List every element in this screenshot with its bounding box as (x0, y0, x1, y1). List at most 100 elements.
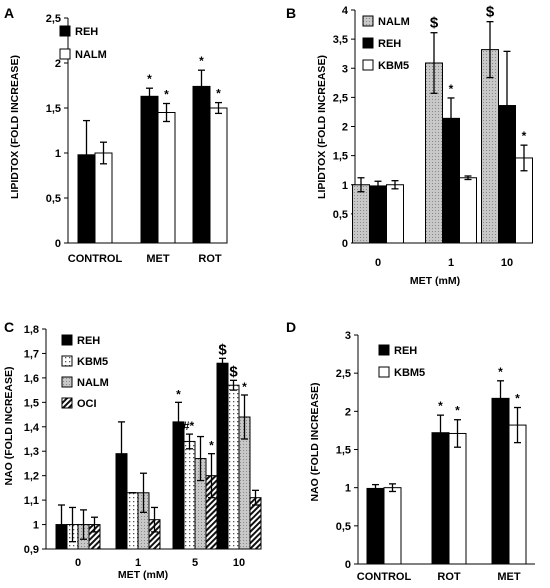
panel-c-category-label: 10 (233, 557, 245, 569)
panel-a-y-tick-label: 0,5 (46, 193, 61, 205)
panel-d-category-label: CONTROL (357, 571, 412, 583)
panel-letter-b: B (286, 5, 296, 21)
panel-c-significance-mark: * (209, 439, 214, 453)
panel-b-legend-label: KBM5 (378, 60, 409, 72)
panel-c-bar-kbm5 (126, 492, 139, 550)
panel-b-y-tick-label: 1,5 (333, 151, 348, 163)
panel-b-significance-mark: $ (430, 15, 439, 32)
panel-d-category-label: MET (497, 571, 521, 583)
ylabel-d: NAO (FOLD INCREASE) (309, 383, 321, 502)
xlabel-c: MET (mM) (118, 569, 168, 581)
panel-letter-d: D (286, 319, 296, 335)
panel-b-category-label: 10 (501, 257, 513, 269)
panel-c-chart: C NAO (FOLD INCREASE) MET (mM) 0,9 1 1,1 1,… (3, 319, 262, 581)
panel-a-bar-reh (140, 95, 159, 244)
panel-c-category-label: 5 (192, 557, 198, 569)
panel-c-category-label: 1 (135, 557, 141, 569)
panel-d-y-tick-label: 3 (345, 330, 351, 342)
panel-d-y-tick-label: 0 (345, 559, 351, 571)
panel-a-legend-swatch (59, 48, 71, 60)
panel-c-significance-mark: * (176, 387, 181, 401)
panel-c-significance-mark: * (242, 380, 247, 394)
panel-a-bar-nalm (94, 152, 113, 244)
panel-b-legend-swatch (362, 59, 374, 71)
panel-c-bar-kbm5 (183, 440, 196, 550)
panel-c-y-tick-label: 1,1 (24, 495, 39, 507)
ylabel-c: NAO (FOLD INCREASE) (3, 367, 15, 486)
panel-a-y-tick-label: 1,5 (46, 103, 61, 115)
panel-d-bar-kbm5 (448, 432, 467, 565)
panel-c-y-tick-label: 0,9 (24, 544, 39, 556)
panel-letter-a: A (4, 5, 14, 21)
panel-b-y-tick-label: 3,5 (333, 34, 348, 46)
panel-a-y-tick-label: 2 (55, 58, 61, 70)
ylabel-b: LIPIDTOX (FOLD INCREASE) (316, 55, 328, 199)
panel-d-significance-mark: * (498, 365, 503, 379)
panel-a-legend-swatch (59, 25, 71, 37)
panel-a-bar-reh (192, 85, 211, 244)
ylabel-a: LIPIDTOX (FOLD INCREASE) (9, 55, 21, 199)
panel-b-category-label: 0 (375, 257, 381, 269)
panel-d-significance-mark: * (515, 392, 520, 406)
panel-b-bar-kbm5 (386, 184, 404, 244)
panel-c-significance-mark: $ (229, 363, 238, 380)
panel-a-bar-nalm (209, 107, 228, 244)
panel-a-category-label: MET (146, 253, 170, 265)
panel-c-bar-kbm5 (227, 384, 240, 550)
panel-c-y-tick-label: 1,6 (24, 373, 39, 385)
panel-d-bar-reh (431, 432, 450, 565)
xlabel-b: MET (mM) (410, 275, 460, 287)
panel-d-y-tick-label: 0,5 (336, 521, 351, 533)
panel-c-legend-label: NALM (77, 377, 109, 389)
panel-d-legend-swatch (378, 344, 390, 356)
panel-c-y-tick-label: 1,2 (24, 471, 39, 483)
panel-b-bar-nalm (352, 184, 370, 244)
panel-d-bar-reh (366, 487, 385, 565)
panel-a-y-tick-label: 1 (55, 148, 61, 160)
panel-c-y-tick-label: 1,3 (24, 446, 39, 458)
panel-a-y-tick-label: 2,5 (46, 13, 61, 25)
panel-b-legend-swatch (362, 37, 374, 49)
panel-d-y-tick-label: 1,5 (336, 445, 351, 457)
panel-b-legend-label: NALM (378, 16, 410, 28)
panel-c-bar-reh (216, 362, 229, 550)
panel-d-y-tick-label: 2 (345, 406, 351, 418)
panel-d-legend-swatch (378, 366, 390, 378)
panel-b-y-tick-label: 1 (342, 180, 348, 192)
panel-b-y-tick-label: 2,5 (333, 92, 348, 104)
panel-a-legend-label: REH (75, 26, 98, 38)
panel-c-y-tick-label: 1,7 (24, 348, 39, 360)
panel-c-legend-swatch (61, 334, 73, 346)
panel-b-legend-label: REH (378, 38, 401, 50)
panel-b-y-tick-label: 4 (342, 5, 349, 17)
panel-c-y-tick-label: 1,5 (24, 397, 39, 409)
panel-a-significance-mark: * (199, 54, 204, 68)
panel-c-legend-label: REH (77, 335, 100, 347)
panel-d-bar-reh (491, 397, 510, 565)
panel-c-legend-swatch (61, 376, 73, 388)
panel-d-significance-mark: * (455, 404, 460, 418)
panel-a-category-label: CONTROL (68, 253, 123, 265)
panel-c-y-tick-label: 1,8 (24, 324, 39, 336)
panel-a-legend-label: NALM (75, 49, 107, 61)
panel-d-y-tick-label: 2,5 (336, 368, 351, 380)
panel-d-bar-kbm5 (383, 487, 402, 565)
panel-b-y-tick-label: 0,5 (333, 209, 348, 221)
panel-c-legend-swatch (61, 355, 73, 367)
panel-c-significance-mark: #* (183, 419, 195, 433)
panel-b-significance-mark: * (522, 129, 527, 143)
panel-a-chart: A LIPIDTOX (FOLD INCREASE) 0 0,5 1 1,5 2 2,5 C… (4, 5, 228, 265)
panel-c-y-tick-label: 1 (33, 520, 39, 532)
panel-b-legend-swatch (362, 15, 374, 27)
panel-a-category-label: ROT (198, 253, 222, 265)
panel-b-bar-reh (369, 185, 387, 244)
panel-b-significance-mark: $ (486, 4, 495, 21)
panel-b-significance-mark: * (449, 82, 454, 96)
panel-d-bar-kbm5 (508, 424, 527, 565)
panel-b-bar-nalm (481, 49, 499, 244)
panel-c-legend-swatch (61, 397, 73, 409)
panel-d-significance-mark: * (438, 399, 443, 413)
panel-b-y-tick-label: 2 (342, 122, 348, 134)
panel-c-y-tick-label: 1,4 (24, 422, 40, 434)
